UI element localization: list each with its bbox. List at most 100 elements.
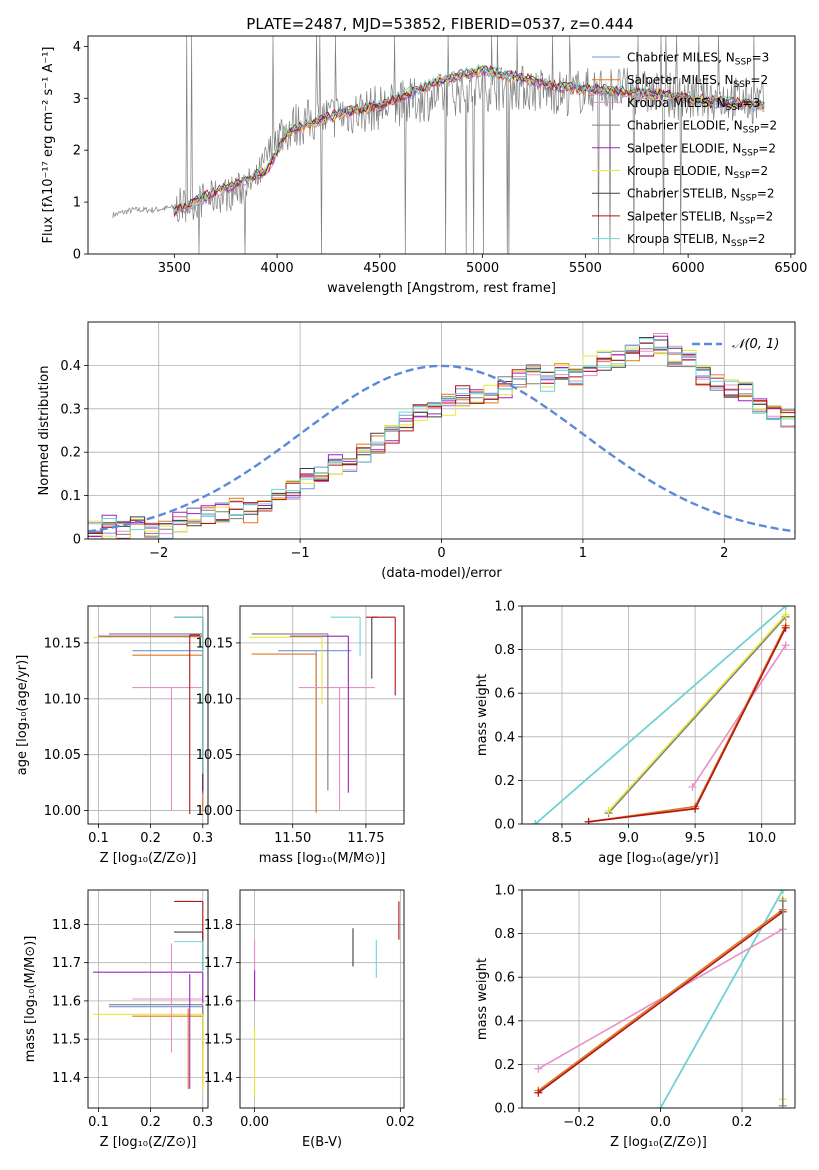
errorbar-point (174, 616, 204, 774)
plot-area-spectrum (112, 36, 765, 254)
x-tick-label: 0.0 (650, 1115, 671, 1130)
x-axis-label: age [log₁₀(age/yr)] (598, 851, 719, 866)
y-tick-label: 0.4 (60, 359, 81, 374)
weight-marker (656, 1104, 665, 1108)
panel-age-vs-mass: 11.50 11.75 10.00 10.05 10.10 10.15 mass [log₁… (196, 605, 405, 866)
errorbar-point (330, 616, 361, 657)
y-tick-label: 1.0 (494, 600, 515, 615)
y-tick-label: 2 (73, 144, 81, 159)
errorbar-point (289, 635, 349, 793)
axes-frame (521, 889, 796, 1109)
y-tick-label: 10.00 (196, 804, 233, 819)
axes-frame (87, 605, 209, 825)
gaussian-curve (88, 364, 795, 533)
x-axis-label: Z [log₁₀(Z/Z⊙)] (610, 1135, 707, 1150)
y-tick-label: 11.8 (204, 918, 233, 933)
x-tick-label: 4000 (261, 261, 294, 276)
y-tick-label: 10.15 (44, 636, 81, 651)
residual-histogram-8 (88, 338, 795, 539)
y-tick-label: 0.8 (494, 927, 515, 942)
y-tick-label: 0.3 (60, 402, 81, 417)
weight-marker (778, 890, 787, 894)
y-tick-label: 0 (73, 248, 81, 263)
x-axis-label: Z [log₁₀(Z/Z⊙)] (100, 851, 197, 866)
y-tick-label: 3 (73, 92, 81, 107)
x-axis-label: wavelength [Angstrom, rest frame] (327, 281, 556, 296)
errorbar-point (132, 654, 204, 812)
x-tick-label: 5500 (569, 261, 602, 276)
weight-line-3 (537, 908, 784, 1092)
legend-entry: 𝒩(0, 1) (732, 337, 779, 352)
y-tick-label: 10.10 (44, 692, 81, 707)
model-spectrum-2 (173, 66, 765, 217)
errorbar-point (298, 687, 375, 811)
y-axis-label: mass [log₁₀(M/M⊙)] (23, 936, 38, 1063)
x-tick-label: 11.75 (347, 831, 384, 846)
weight-marker (778, 896, 787, 905)
y-tick-label: 11.4 (52, 1071, 81, 1086)
errorbar-point (174, 941, 204, 973)
weight-line-2 (537, 928, 784, 1070)
x-tick-label: 0.2 (140, 1115, 161, 1130)
errorbar-point (132, 687, 203, 811)
legend-entry: Salpeter MILES, NSSP=2 (627, 73, 768, 90)
y-tick-label: 0.4 (494, 1014, 515, 1029)
x-tick-label: 3500 (158, 261, 191, 276)
y-tick-label: 11.7 (52, 956, 81, 971)
axes-frame (87, 35, 796, 255)
x-tick-label: 9.5 (685, 831, 706, 846)
x-tick-label: 8.5 (552, 831, 573, 846)
weight-line-4 (691, 644, 787, 788)
y-tick-label: 0.2 (494, 774, 515, 789)
x-tick-label: 9.0 (618, 831, 639, 846)
y-tick-label: 11.6 (204, 994, 233, 1009)
weight-marker (534, 1064, 543, 1073)
x-tick-label: 4500 (363, 261, 396, 276)
y-tick-label: 10.10 (196, 692, 233, 707)
y-axis-label: Flux [fλ10⁻¹⁷ erg cm⁻² s⁻¹ A⁻¹] (41, 47, 56, 244)
residual-histogram-7 (88, 342, 795, 539)
weight-marker (688, 782, 697, 791)
legend-entry: Salpeter ELODIE, NSSP=2 (627, 141, 776, 158)
errorbar-point (93, 971, 204, 1003)
y-tick-label: 11.5 (52, 1033, 81, 1048)
errorbar-point (93, 1013, 204, 1091)
y-tick-label: 11.4 (204, 1071, 233, 1086)
x-tick-label: 0.2 (140, 831, 161, 846)
plot-area-weight-vs-Z (522, 890, 795, 1108)
y-tick-label: 0.1 (60, 489, 81, 504)
x-tick-label: −1 (291, 546, 310, 561)
legend-entry: Kroupa MILES, NSSP=3 (627, 96, 760, 113)
weight-line-4 (537, 911, 784, 1094)
y-tick-label: 0.2 (494, 1058, 515, 1073)
plot-area-mass-vs-EBV (240, 890, 404, 1108)
model-spectrum-0 (173, 67, 765, 217)
plot-area-residuals (88, 322, 795, 539)
weight-marker (531, 820, 540, 824)
x-tick-label: 5000 (466, 261, 499, 276)
y-tick-label: 1.0 (494, 884, 515, 899)
panel-weight-vs-Z: −0.2 0.0 0.2 0.0 0.2 0.4 0.6 0.8 1.0 Z [log₁₀(Z/Z… (475, 884, 796, 1150)
y-tick-label: 0.8 (494, 643, 515, 658)
y-tick-label: 10.05 (44, 748, 81, 763)
plot-area-mass-vs-Z (88, 890, 208, 1108)
y-tick-label: 0.6 (494, 687, 515, 702)
model-spectrum-7 (174, 65, 765, 215)
y-axis-label: Normed distribution (37, 366, 52, 496)
plot-area-age-vs-mass (240, 606, 404, 824)
y-tick-label: 0.0 (494, 818, 515, 833)
errorbar-point (365, 616, 396, 696)
legend-entry: Kroupa STELIB, NSSP=2 (627, 232, 765, 249)
x-axis-label: mass [log₁₀(M/M⊙)] (259, 851, 386, 866)
residual-histogram-5 (88, 342, 795, 539)
y-tick-label: 0 (73, 533, 81, 548)
x-tick-label: −2 (149, 546, 168, 561)
x-tick-label: 0.2 (732, 1115, 753, 1130)
x-tick-label: 0.1 (88, 1115, 109, 1130)
panel-residuals: −2 −1 0 1 2 0 0.1 0.2 0.3 0.4 (data-model)/error No… (37, 321, 796, 581)
weight-marker (781, 606, 790, 610)
errorbar-point (189, 634, 201, 814)
errorbar-point (108, 633, 204, 791)
errorbar-point (278, 650, 352, 810)
y-axis-label: mass weight (475, 958, 490, 1040)
